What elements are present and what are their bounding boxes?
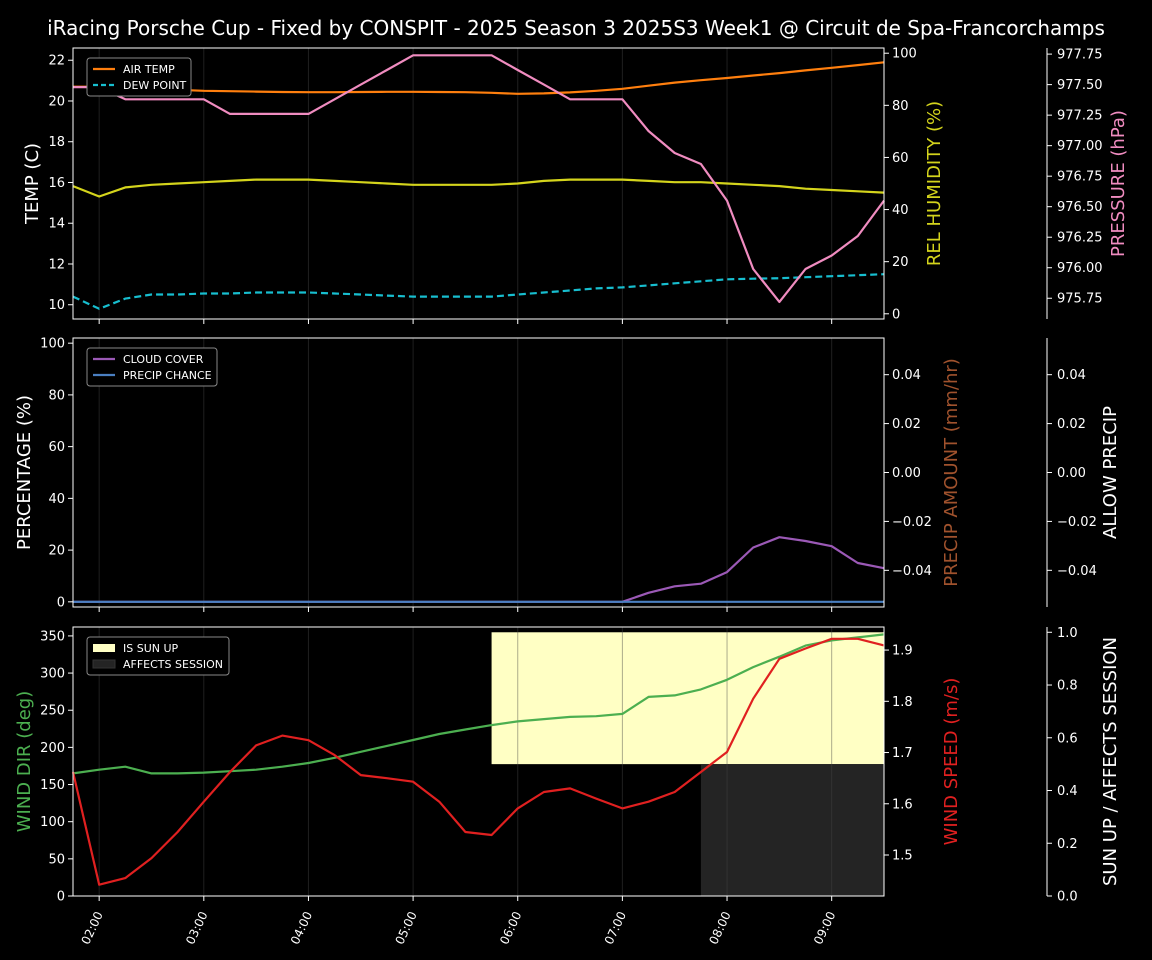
y-axis-label: WIND DIR (deg) xyxy=(14,691,35,833)
y3-tick-label: 0.8 xyxy=(1057,679,1078,694)
y-tick-label: 150 xyxy=(40,778,65,793)
band-affects-session xyxy=(700,764,884,896)
y3-axis-label: PRESSURE (hPa) xyxy=(1108,110,1129,257)
y-tick-label: 22 xyxy=(48,54,65,69)
y3-tick-label: −0.04 xyxy=(1057,564,1097,579)
legend-label: DEW POINT xyxy=(123,79,187,92)
legend-label: CLOUD COVER xyxy=(123,353,204,366)
series-line-dew-point xyxy=(72,273,885,310)
y-tick-label: 40 xyxy=(48,492,65,507)
y3-tick-label: 975.75 xyxy=(1057,292,1103,307)
y2-tick-label: 1.7 xyxy=(892,746,913,761)
series-line-p1-3 xyxy=(73,54,885,303)
chart-title: iRacing Porsche Cup - Fixed by CONSPIT -… xyxy=(47,16,1105,40)
y2-tick-label: 20 xyxy=(892,255,909,270)
y3-tick-label: 0.6 xyxy=(1057,731,1078,746)
y-tick-label: 80 xyxy=(48,388,65,403)
y3-tick-label: 976.25 xyxy=(1057,231,1103,246)
legend-box xyxy=(86,57,192,97)
legend-label: AFFECTS SESSION xyxy=(123,658,223,671)
y2-axis-label: WIND SPEED (m/s) xyxy=(941,678,962,846)
y-tick-label: 350 xyxy=(40,629,65,644)
y-tick-label: 60 xyxy=(48,440,65,455)
y2-tick-label: 0.04 xyxy=(892,368,921,383)
y3-tick-label: 976.00 xyxy=(1057,261,1103,276)
y-axis-label: PERCENTAGE (%) xyxy=(14,395,35,550)
y-tick-label: 100 xyxy=(40,815,65,830)
y2-tick-label: 100 xyxy=(892,47,917,62)
y3-tick-label: −0.02 xyxy=(1057,515,1097,530)
series-line-p3-0 xyxy=(72,633,885,775)
y-tick-label: 18 xyxy=(48,135,65,150)
y2-tick-label: 60 xyxy=(892,151,909,166)
series-line-p3-1 xyxy=(71,637,885,886)
legend: AIR TEMP DEW POINT xyxy=(86,57,192,97)
y3-axis-label: ALLOW PRECIP xyxy=(1100,406,1121,539)
y3-tick-label: 0.04 xyxy=(1057,368,1086,383)
y-tick-label: 50 xyxy=(48,852,65,867)
y2-tick-label: 0.02 xyxy=(892,417,921,432)
y3-tick-label: 977.50 xyxy=(1057,78,1103,93)
y-tick-label: 20 xyxy=(48,94,65,109)
y3-tick-label: 977.00 xyxy=(1057,139,1103,154)
y-tick-label: 250 xyxy=(40,704,65,719)
y-tick-label: 12 xyxy=(48,257,65,272)
plot-frame xyxy=(72,47,885,320)
y2-axis-label: PRECIP AMOUNT (mm/hr) xyxy=(941,358,962,587)
y3-tick-label: 0.4 xyxy=(1057,784,1078,799)
legend-label: PRECIP CHANCE xyxy=(123,369,212,382)
legend-label: AIR TEMP xyxy=(123,63,175,76)
y3-axis-label: SUN UP / AFFECTS SESSION xyxy=(1100,637,1121,886)
y3-tick-label: 0.00 xyxy=(1057,466,1086,481)
y3-tick-label: 0.2 xyxy=(1057,837,1078,852)
y-tick-label: 20 xyxy=(48,544,65,559)
y3-tick-label: 1.0 xyxy=(1057,626,1078,641)
y-tick-label: 0 xyxy=(57,890,65,905)
legend-box xyxy=(86,347,218,387)
y3-tick-label: 0.0 xyxy=(1057,890,1078,905)
legend: CLOUD COVER PRECIP CHANCE xyxy=(86,347,218,387)
y2-tick-label: 80 xyxy=(892,99,909,114)
y2-tick-label: 0.00 xyxy=(892,466,921,481)
y3-tick-label: 0.02 xyxy=(1057,417,1086,432)
legend-swatch xyxy=(93,644,115,652)
band-sun-up xyxy=(491,632,884,765)
y2-tick-label: 0 xyxy=(892,307,900,322)
legend-swatch xyxy=(92,659,116,669)
y2-tick-label: 1.5 xyxy=(892,849,913,864)
y3-tick-label: 977.25 xyxy=(1057,109,1103,124)
y-tick-label: 300 xyxy=(40,667,65,682)
y2-tick-label: 1.6 xyxy=(892,797,913,812)
y2-tick-label: 1.9 xyxy=(892,644,913,659)
y-tick-label: 100 xyxy=(40,337,65,352)
y-tick-label: 200 xyxy=(40,741,65,756)
panel-1: 10 12 14 16 18 20 22 0 20 40 60 80 100 975.75 976.00 97… xyxy=(22,47,1129,324)
legend-label: IS SUN UP xyxy=(123,642,179,655)
y2-axis-label: REL HUMIDITY (%) xyxy=(924,101,945,266)
y2-tick-label: 1.8 xyxy=(892,695,913,710)
legend-box xyxy=(86,636,230,676)
plot-frame xyxy=(72,626,885,897)
series-line-p1-2 xyxy=(72,178,885,198)
y3-tick-label: 976.50 xyxy=(1057,200,1103,215)
legend: IS SUN UP AFFECTS SESSION xyxy=(86,636,230,676)
y-axis-label: TEMP (C) xyxy=(22,143,43,225)
y3-tick-label: 977.75 xyxy=(1057,48,1103,63)
y3-tick-label: 976.75 xyxy=(1057,170,1103,185)
y-tick-label: 14 xyxy=(48,217,65,232)
y-tick-label: 10 xyxy=(48,298,65,313)
series-line-air-temp xyxy=(73,61,885,95)
y-tick-label: 16 xyxy=(48,176,65,191)
y-tick-label: 0 xyxy=(57,595,65,610)
y2-tick-label: −0.04 xyxy=(892,564,932,579)
y2-tick-label: −0.02 xyxy=(892,515,932,530)
panel-2: 0 20 40 60 80 100 −0.04 −0.02 0.00 0.02 0.04 −0.04 −… xyxy=(14,337,1121,612)
y2-tick-label: 40 xyxy=(892,203,909,218)
